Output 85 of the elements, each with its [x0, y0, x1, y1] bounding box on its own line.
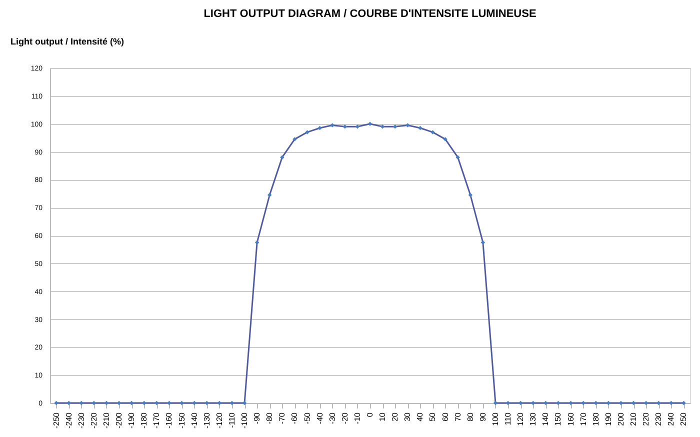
chart-title: LIGHT OUTPUT DIAGRAM / COURBE D'INTENSITE LUMINEUSE — [204, 8, 536, 20]
x-tick-label: -20 — [340, 412, 350, 424]
x-tick-label: 100 — [490, 412, 500, 426]
x-tick-label: 40 — [416, 412, 425, 422]
x-tick-label: -80 — [265, 412, 274, 424]
point — [430, 130, 435, 134]
y-axis-title: Light output / Intensité (%) — [10, 36, 124, 46]
point — [230, 400, 234, 406]
x-tick-label: 110 — [504, 412, 513, 426]
point — [594, 400, 598, 406]
x-tick-label: -130 — [202, 412, 212, 429]
x-tick-label: -100 — [240, 412, 250, 429]
point — [493, 400, 498, 406]
point — [506, 400, 510, 406]
x-tick-label: 50 — [428, 412, 438, 422]
point — [267, 192, 272, 198]
point — [606, 400, 611, 406]
point — [644, 400, 648, 406]
point — [242, 400, 247, 406]
x-tick-label: 200 — [616, 412, 626, 426]
x-tick-label: -200 — [114, 412, 124, 429]
point — [392, 124, 398, 129]
point — [443, 137, 448, 142]
x-tick-label: 220 — [642, 412, 651, 426]
x-tick-label: -50 — [302, 412, 312, 424]
point — [518, 400, 523, 406]
x-tick-label: -90 — [252, 412, 262, 424]
x-tick-label: 230 — [654, 412, 664, 426]
x-tick-label: -210 — [102, 412, 111, 429]
x-tick-label: -10 — [352, 412, 362, 424]
point — [342, 124, 348, 129]
x-tick-label: -220 — [89, 412, 98, 429]
x-tick-label: 0 — [366, 412, 374, 417]
x-tick-label: 250 — [679, 412, 688, 426]
x-tick-label: 80 — [466, 412, 475, 422]
x-tick-label: 150 — [554, 412, 563, 426]
x-tick-label: 240 — [666, 412, 676, 426]
x-tick-label: -150 — [177, 412, 186, 429]
point — [618, 400, 624, 406]
x-tick-label: 140 — [541, 412, 550, 426]
x-tick-label: 90 — [478, 412, 488, 422]
x-tick-label: 180 — [591, 412, 600, 426]
point — [631, 400, 636, 406]
x-tick-label: -30 — [328, 412, 337, 424]
point — [129, 400, 134, 406]
point — [142, 400, 146, 406]
x-tick-label: -160 — [164, 412, 174, 429]
x-tick-label: -60 — [290, 412, 300, 424]
point — [380, 124, 385, 129]
point — [217, 400, 222, 406]
x-tick-label: -110 — [227, 412, 236, 428]
x-tick-label: 210 — [629, 412, 638, 426]
x-tick-label: -230 — [76, 412, 86, 429]
x-tick-label: -190 — [127, 412, 136, 429]
point — [480, 240, 486, 245]
x-tick-label: 160 — [566, 412, 576, 426]
x-tick-label: -170 — [152, 412, 162, 429]
point — [305, 130, 310, 134]
point — [104, 400, 109, 406]
x-tick-label: 170 — [578, 412, 588, 426]
x-tick-label: -140 — [190, 412, 199, 429]
point — [468, 192, 473, 198]
point — [292, 137, 297, 142]
x-tick-label: 30 — [403, 412, 412, 422]
x-tick-label: -180 — [140, 412, 149, 429]
point — [355, 124, 360, 129]
point — [406, 123, 410, 128]
point — [280, 155, 284, 160]
point — [330, 123, 334, 128]
x-tick-label: 20 — [390, 412, 400, 422]
x-tick-label: 120 — [516, 412, 526, 426]
x-tick-label: -40 — [315, 412, 324, 424]
x-tick-label: 130 — [528, 412, 538, 426]
x-tick-label: 10 — [378, 412, 388, 422]
x-tick-label: -240 — [64, 412, 74, 429]
x-tick-label: 60 — [440, 412, 450, 422]
x-tick-label: -70 — [278, 412, 287, 424]
point — [116, 400, 122, 406]
point — [254, 240, 260, 245]
x-tick-label: -120 — [214, 412, 224, 429]
x-tick-label: 70 — [453, 412, 462, 422]
point — [456, 155, 460, 160]
x-tick-label: 190 — [604, 412, 613, 426]
x-tick-label: -250 — [52, 412, 61, 429]
point — [92, 400, 96, 406]
